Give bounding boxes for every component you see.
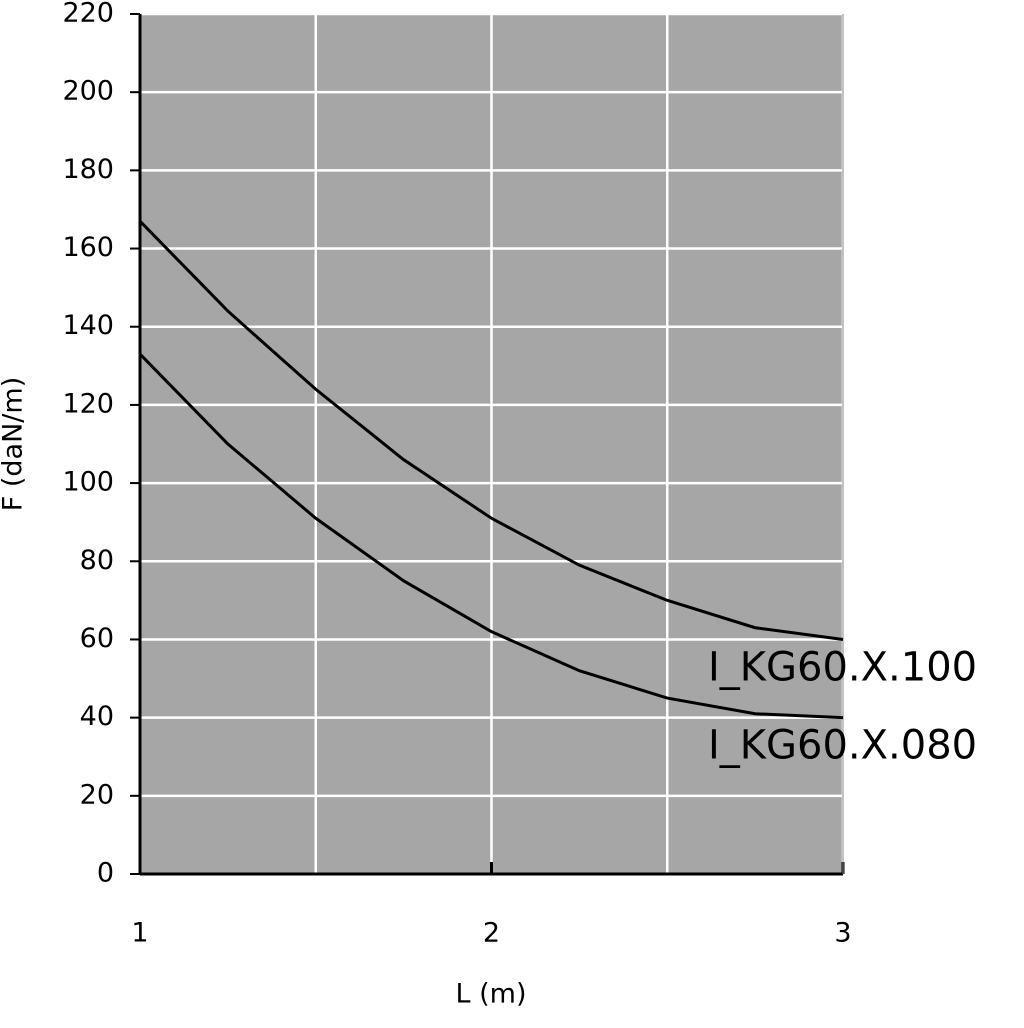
y-tick-label: 40 xyxy=(80,701,114,732)
y-tick-label: 20 xyxy=(80,779,114,810)
y-tick-label: 80 xyxy=(80,545,114,576)
series-label: I_KG60.X.100 xyxy=(708,644,977,690)
y-tick-label: 60 xyxy=(80,623,114,654)
x-axis-title: L (m) xyxy=(456,979,527,1010)
y-tick-label: 120 xyxy=(62,388,114,419)
y-tick-label: 140 xyxy=(62,310,114,341)
x-tick-label: 3 xyxy=(834,918,851,949)
series-line xyxy=(138,220,844,641)
series-label: I_KG60.X.080 xyxy=(708,723,977,769)
y-tick-label: 100 xyxy=(62,467,114,498)
x-tick-label: 2 xyxy=(483,918,500,949)
y-tick-label: 220 xyxy=(62,0,114,29)
series-line xyxy=(138,353,844,720)
y-tick-label: 180 xyxy=(62,154,114,185)
y-tick-label: 160 xyxy=(62,232,114,263)
y-tick-label: 200 xyxy=(62,76,114,107)
x-tick-label: 1 xyxy=(131,918,148,949)
y-axis-title: F (daN/m) xyxy=(0,377,29,511)
y-tick-label: 0 xyxy=(97,858,114,889)
